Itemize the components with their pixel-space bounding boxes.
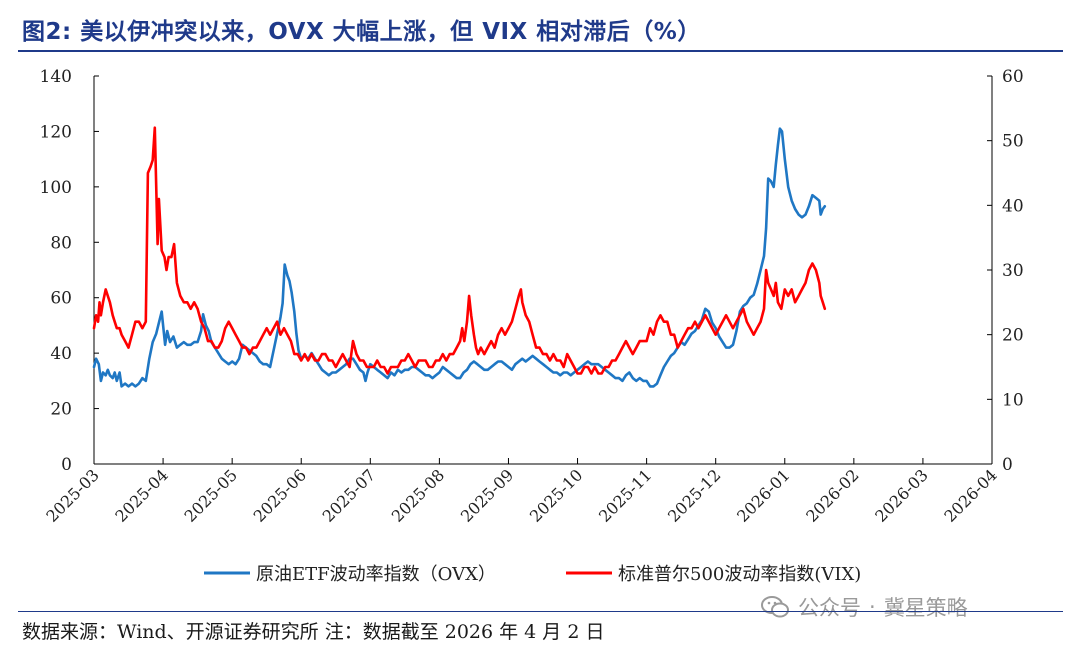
watermark-account-name: 冀星策略 bbox=[883, 596, 968, 620]
x-tick-label: 2025-05 bbox=[181, 465, 241, 525]
y-left-tick-label: 100 bbox=[40, 178, 72, 198]
x-tick-label: 2026-04 bbox=[940, 465, 1000, 525]
x-tick-label: 2025-11 bbox=[595, 465, 655, 525]
x-tick-label: 2025-04 bbox=[111, 465, 171, 525]
footer-divider bbox=[18, 611, 1063, 612]
y-right-tick-label: 50 bbox=[1002, 132, 1024, 152]
watermark: 公众号 · 冀星策略 bbox=[760, 592, 968, 622]
y-left-tick-label: 40 bbox=[50, 344, 72, 364]
y-left-tick-label: 120 bbox=[40, 122, 72, 142]
x-tick-label: 2026-03 bbox=[871, 465, 931, 525]
wechat-icon bbox=[761, 596, 789, 618]
x-tick-label: 2025-07 bbox=[319, 465, 379, 525]
y-right-tick-label: 0 bbox=[1002, 455, 1013, 475]
watermark-account-type: 公众号 bbox=[798, 596, 861, 620]
x-tick-label: 2025-09 bbox=[457, 465, 517, 525]
legend-label: 标准普尔500波动率指数(VIX) bbox=[618, 564, 861, 585]
source-note: 数据来源：Wind、开源证券研究所 注：数据截至 2026 年 4 月 2 日 bbox=[22, 621, 605, 643]
legend-item-vix: 标准普尔500波动率指数(VIX) bbox=[566, 564, 861, 585]
chart-legend: 原油ETF波动率指数（OVX） 标准普尔500波动率指数(VIX) bbox=[204, 564, 861, 585]
chart-series-layer bbox=[92, 126, 827, 388]
x-tick-label: 2025-06 bbox=[250, 465, 310, 525]
legend-label: 原油ETF波动率指数（OVX） bbox=[256, 564, 496, 585]
x-tick-label: 2025-08 bbox=[388, 465, 448, 525]
x-tick-label: 2025-10 bbox=[526, 465, 586, 525]
watermark-separator: · bbox=[869, 595, 876, 619]
y-left-tick-label: 140 bbox=[40, 67, 72, 87]
y-left-tick-label: 0 bbox=[61, 455, 72, 475]
x-tick-label: 2026-02 bbox=[802, 465, 862, 525]
series-line-vix bbox=[92, 126, 827, 375]
series-line-ovx bbox=[92, 127, 827, 388]
y-right-tick-label: 30 bbox=[1002, 261, 1024, 281]
y-left-tick-label: 80 bbox=[50, 233, 72, 253]
chart-title: 图2: 美以伊冲突以来，OVX 大幅上涨，但 VIX 相对滞后（%） bbox=[22, 19, 701, 45]
y-left-tick-label: 60 bbox=[50, 289, 72, 309]
x-tick-label: 2025-12 bbox=[664, 465, 724, 525]
y-right-tick-label: 10 bbox=[1002, 390, 1024, 410]
y-right-tick-label: 60 bbox=[1002, 67, 1024, 87]
y-right-tick-label: 40 bbox=[1002, 196, 1024, 216]
y-right-tick-label: 20 bbox=[1002, 326, 1024, 346]
x-tick-label: 2026-01 bbox=[733, 465, 793, 525]
x-tick-label: 2025-03 bbox=[42, 465, 102, 525]
legend-item-ovx: 原油ETF波动率指数（OVX） bbox=[204, 564, 496, 585]
title-divider bbox=[18, 50, 1063, 52]
y-left-tick-label: 20 bbox=[50, 400, 72, 420]
